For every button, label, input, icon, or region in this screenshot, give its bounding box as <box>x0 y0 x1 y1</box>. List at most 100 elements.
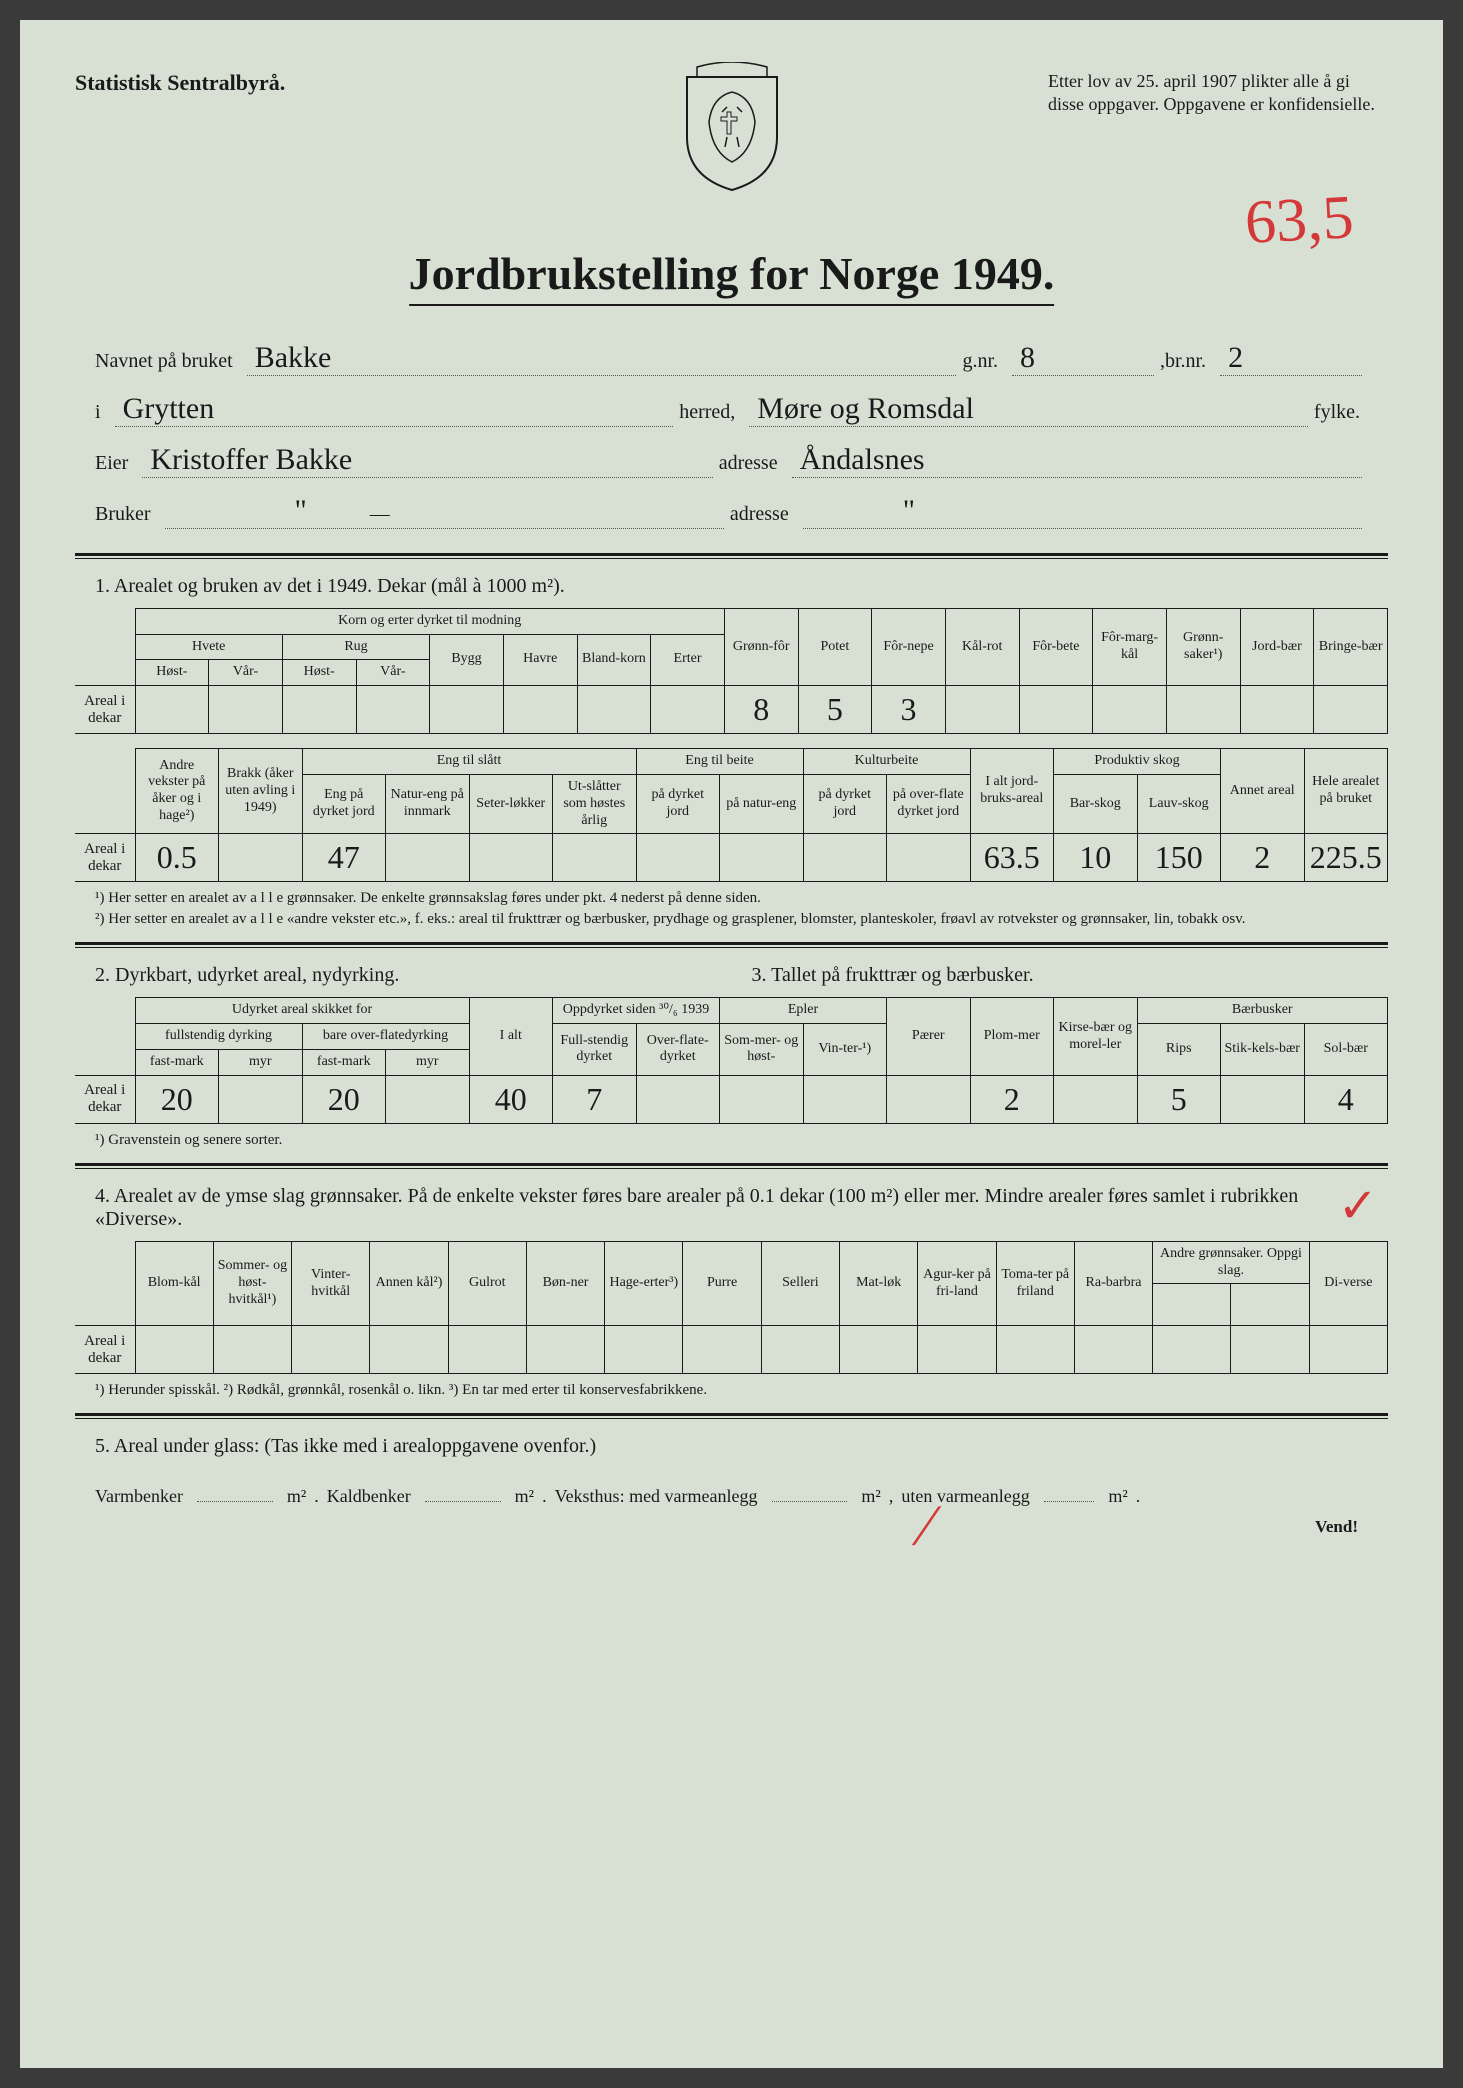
th-myr1: myr <box>219 1049 303 1075</box>
th-full: Full-stendig dyrket <box>553 1024 637 1076</box>
th-andre: Andre vekster på åker og i hage²) <box>135 749 219 834</box>
th-lauvskog: Lauv-skog <box>1137 774 1221 833</box>
val-fornepe: 3 <box>872 686 946 734</box>
th-bringebaer: Bringe-bær <box>1314 608 1388 685</box>
val-full: 7 <box>553 1075 637 1123</box>
th-andregr: Andre grønnsaker. Oppgi slag. <box>1153 1241 1310 1284</box>
unit2: m² <box>515 1486 534 1507</box>
section-2-3-head: 2. Dyrkbart, udyrket areal, nydyrking. 3… <box>75 954 1388 997</box>
th-oppdyrket: Oppdyrket siden ³⁰/₆ 1939 <box>553 998 720 1024</box>
th-rips: Rips <box>1137 1024 1221 1076</box>
val-barskog: 10 <box>1054 834 1138 882</box>
th-forbete: Fôr-bete <box>1019 608 1093 685</box>
th-fm1: fast-mark <box>135 1049 219 1075</box>
th-erter: Erter <box>651 634 725 686</box>
th-engbeite: Eng til beite <box>636 749 803 775</box>
th-annenkal: Annen kål²) <box>370 1241 448 1326</box>
th-ialt2: I alt <box>469 998 553 1075</box>
th-barskog: Bar-skog <box>1054 774 1138 833</box>
adresse-label: adresse <box>719 452 778 475</box>
th-rug: Rug <box>282 634 429 660</box>
th-vinter: Vin-ter-¹) <box>803 1024 887 1076</box>
section4-title: 4. Arealet av de ymse slag grønnsaker. P… <box>75 1175 1388 1241</box>
th-ialt: I alt jord-bruks-areal <box>970 749 1054 834</box>
th-var1: Vår- <box>209 660 283 686</box>
herred-field: Møre og Romsdal <box>749 392 1308 427</box>
val-plommer: 2 <box>970 1075 1054 1123</box>
val-ialt: 63.5 <box>970 834 1054 882</box>
th-baerbusker: Bærbusker <box>1137 998 1388 1024</box>
th-hele: Hele arealet på bruket <box>1304 749 1388 834</box>
bruker-adresse-label: adresse <box>730 503 789 526</box>
coat-of-arms-icon <box>672 62 792 197</box>
th-agurker: Agur-ker på fri-land <box>918 1241 996 1326</box>
table-1b: Andre vekster på åker og i hage²) Brakk … <box>75 748 1388 882</box>
i-label: i <box>95 401 101 424</box>
veksthus-label: Veksthus: med varmeanlegg <box>555 1486 758 1507</box>
th-hvete: Hvete <box>135 634 282 660</box>
rule <box>75 942 1388 948</box>
navnet-value: Bakke <box>247 341 340 374</box>
val-fm1: 20 <box>135 1075 219 1123</box>
herred-value: Møre og Romsdal <box>749 392 982 425</box>
th-epler: Epler <box>720 998 887 1024</box>
th-over: Over-flate-dyrket <box>636 1024 720 1076</box>
val-potet: 5 <box>798 686 872 734</box>
th-diverse: Di-verse <box>1309 1241 1387 1326</box>
th-engdyr: Eng på dyrket jord <box>302 774 386 833</box>
val-solbaer: 4 <box>1304 1075 1388 1123</box>
th-kalrot: Kål-rot <box>945 608 1019 685</box>
th-panatur: på natur-eng <box>720 774 804 833</box>
varmbenker-label: Varmbenker <box>95 1486 183 1507</box>
th-havre: Havre <box>503 634 577 686</box>
vend-label: Vend! <box>75 1517 1388 1537</box>
val-hele: 225.5 <box>1304 834 1388 882</box>
th-potet: Potet <box>798 608 872 685</box>
th-gronnsaker: Grønn-saker¹) <box>1166 608 1240 685</box>
th-gulrot: Gulrot <box>448 1241 526 1326</box>
red-strike-icon: ⟋ <box>907 1498 946 1557</box>
th-var2: Vår- <box>356 660 430 686</box>
row-label-1a: Areal i dekar <box>75 686 135 734</box>
th-padyrket2: på dyrket jord <box>803 774 887 833</box>
val-gronnfor: 8 <box>724 686 798 734</box>
footnote-2: ¹) Gravenstein og senere sorter. <box>75 1124 1388 1157</box>
section2-title: 2. Dyrkbart, udyrket areal, nydyrking. <box>75 954 732 997</box>
eier-label: Eier <box>95 452 128 475</box>
section3-title: 3. Tallet på frukttrær og bærbusker. <box>732 954 1389 997</box>
form-line-eier: Eier Kristoffer Bakke adresse Åndalsnes <box>95 443 1368 478</box>
th-selleri: Selleri <box>761 1241 839 1326</box>
th-blandkorn: Bland-korn <box>577 634 651 686</box>
adresse-value: Åndalsnes <box>792 443 933 476</box>
varmbenker-field <box>197 1478 273 1502</box>
th-paerer: Pærer <box>887 998 971 1075</box>
th-annet: Annet areal <box>1221 749 1305 834</box>
agency-name: Statistisk Sentralbyrå. <box>75 70 285 96</box>
document-page: Statistisk Sentralbyrå. Etter lov av 25.… <box>20 20 1443 2068</box>
law-text: Etter lov av 25. april 1907 plikter alle… <box>1048 70 1388 117</box>
th-matlok: Mat-løk <box>840 1241 918 1326</box>
th-purre: Purre <box>683 1241 761 1326</box>
th-sommer: Som-mer- og høst- <box>720 1024 804 1076</box>
table-row: Areal i dekar 0.5 47 63.5 10 150 2 225.5 <box>75 834 1388 882</box>
th-bygg: Bygg <box>430 634 504 686</box>
th-host2: Høst- <box>282 660 356 686</box>
brnr-field: 2 <box>1220 341 1362 376</box>
red-annotation: 63,5 <box>1243 182 1355 259</box>
kaldbenker-field <box>425 1478 501 1502</box>
section5-title: 5. Areal under glass: (Tas ikke med i ar… <box>75 1425 1388 1468</box>
gnr-field: 8 <box>1012 341 1154 376</box>
th-padyrket: på dyrket jord <box>636 774 720 833</box>
row-label-2: Areal i dekar <box>75 1075 135 1123</box>
th-brakk: Brakk (åker uten avling i 1949) <box>219 749 303 834</box>
th-blomkal: Blom-kål <box>135 1241 213 1326</box>
th-natureng: Natur-eng på innmark <box>386 774 470 833</box>
val-engdyr: 47 <box>302 834 386 882</box>
i-value: Grytten <box>115 392 223 425</box>
val-andre: 0.5 <box>135 834 219 882</box>
table-1a: Korn og erter dyrket til modning Grønn-f… <box>75 608 1388 734</box>
unit4: m² <box>1108 1486 1127 1507</box>
row-label-4: Areal i dekar <box>75 1326 135 1374</box>
form-line-bruker: Bruker " — adresse " <box>95 494 1368 529</box>
rule <box>75 1163 1388 1169</box>
